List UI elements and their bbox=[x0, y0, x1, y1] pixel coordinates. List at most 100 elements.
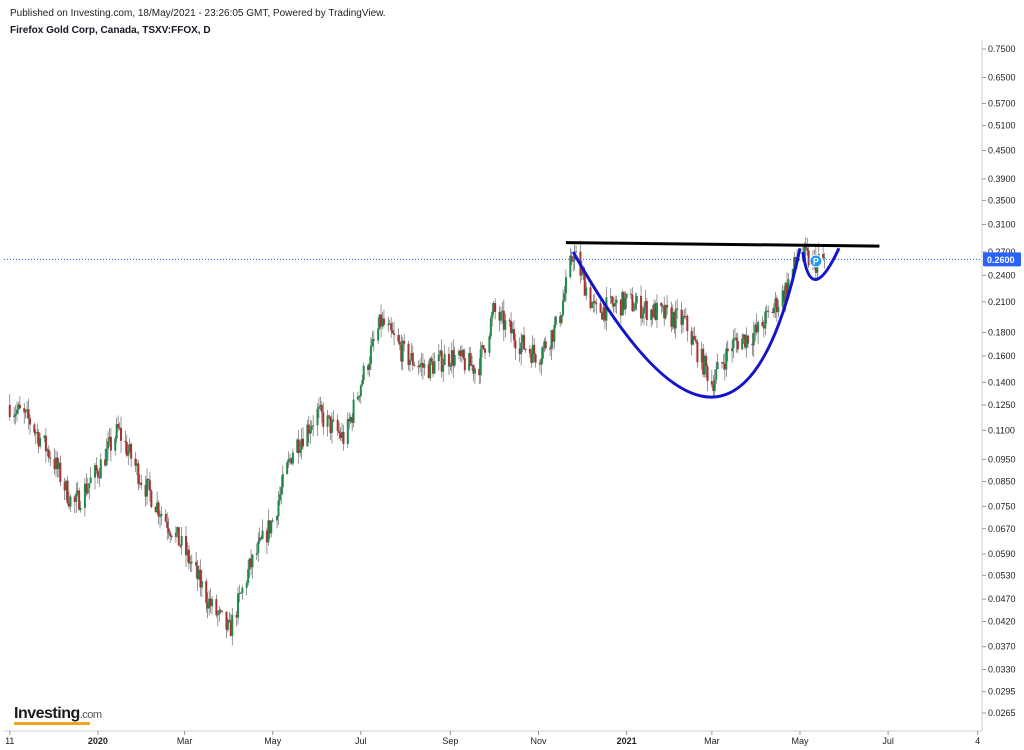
candle-body bbox=[453, 355, 456, 366]
candle-body bbox=[36, 431, 39, 433]
resistance-line bbox=[565, 241, 880, 248]
price-tick-label: 0.0950 bbox=[988, 454, 1016, 464]
candle-body bbox=[135, 463, 138, 466]
candle-body bbox=[225, 611, 228, 630]
candle-body bbox=[309, 429, 312, 434]
candle-body bbox=[745, 335, 748, 348]
publish-info: Published on Investing.com, 18/May/2021 … bbox=[10, 8, 386, 19]
candle-body bbox=[83, 483, 86, 508]
candle-body bbox=[56, 457, 59, 470]
candle-body bbox=[459, 350, 462, 356]
candle-body bbox=[144, 484, 147, 497]
price-tick-label: 0.0750 bbox=[988, 501, 1016, 511]
candle-body bbox=[268, 520, 271, 534]
price-tick-label: 0.0370 bbox=[988, 642, 1016, 652]
candle-body bbox=[551, 330, 554, 342]
candle-body bbox=[655, 302, 658, 321]
candle-body bbox=[185, 535, 188, 556]
candle-body bbox=[751, 343, 754, 346]
candle-body bbox=[86, 488, 89, 494]
candle-body bbox=[179, 545, 182, 547]
candle-body bbox=[43, 435, 46, 438]
candle-body bbox=[99, 459, 102, 479]
candle-body bbox=[716, 362, 719, 370]
candle-body bbox=[37, 431, 40, 447]
candle-body bbox=[783, 290, 786, 302]
price-tick-label: 0.5700 bbox=[988, 99, 1016, 109]
candle-body bbox=[511, 329, 514, 334]
candle-body bbox=[98, 476, 101, 479]
candle-body bbox=[397, 334, 400, 342]
candle-body bbox=[190, 561, 193, 563]
candle-body bbox=[752, 332, 755, 346]
candle-body bbox=[741, 338, 744, 350]
candle-body bbox=[498, 312, 501, 321]
candle-body bbox=[53, 458, 56, 470]
candle-body bbox=[59, 462, 62, 483]
candle-body bbox=[382, 318, 385, 325]
candle-body bbox=[124, 440, 127, 443]
candle-body bbox=[115, 424, 118, 439]
price-tick-label: 0.1600 bbox=[988, 351, 1016, 361]
candle-body bbox=[393, 333, 396, 335]
candle-body bbox=[550, 330, 553, 349]
candle-body bbox=[595, 303, 598, 305]
candle-body bbox=[312, 425, 315, 427]
candle-body bbox=[47, 449, 50, 458]
candle-body bbox=[73, 496, 76, 503]
candle-body bbox=[211, 599, 214, 607]
candle-body bbox=[380, 314, 383, 327]
candle-body bbox=[575, 251, 578, 253]
candle-body bbox=[432, 361, 435, 374]
candle-body bbox=[450, 350, 453, 366]
candle-body bbox=[640, 295, 643, 319]
candle-body bbox=[725, 348, 728, 370]
logo-underline bbox=[14, 722, 90, 725]
candle-body bbox=[651, 309, 654, 318]
candle-body bbox=[612, 303, 615, 307]
price-tick-label: 0.3900 bbox=[988, 174, 1016, 184]
candle-body bbox=[654, 303, 657, 321]
time-tick-label: 4 bbox=[975, 736, 980, 746]
candle-body bbox=[611, 296, 614, 304]
candle-body bbox=[472, 364, 475, 374]
candle-body bbox=[530, 352, 533, 363]
candle-body bbox=[666, 304, 669, 308]
candle-body bbox=[589, 287, 592, 309]
candle-body bbox=[671, 312, 674, 327]
candle-body bbox=[235, 614, 238, 618]
candle-body bbox=[189, 562, 192, 564]
candle-body bbox=[787, 279, 790, 294]
candle-body bbox=[196, 565, 199, 580]
candle-body bbox=[692, 336, 695, 345]
candle-body bbox=[199, 569, 202, 588]
candle-body bbox=[615, 299, 618, 304]
candle-body bbox=[278, 494, 281, 501]
candle-body bbox=[388, 323, 391, 325]
candle-body bbox=[231, 614, 234, 637]
candle-body bbox=[520, 342, 523, 355]
candle-body bbox=[177, 527, 180, 546]
candle-body bbox=[420, 363, 423, 365]
candle-body bbox=[76, 490, 79, 494]
candle-body bbox=[281, 473, 284, 488]
candle-body bbox=[339, 433, 342, 439]
candle-body bbox=[332, 419, 335, 421]
price-tick-label: 0.6500 bbox=[988, 72, 1016, 82]
handle-curve bbox=[801, 247, 841, 281]
candle-body bbox=[767, 310, 770, 312]
candle-body bbox=[710, 381, 713, 385]
time-tick-label: Jul bbox=[355, 736, 367, 746]
candle-body bbox=[592, 301, 595, 303]
candle-body bbox=[270, 521, 273, 534]
candle-body bbox=[726, 348, 729, 352]
candle-body bbox=[356, 396, 359, 400]
candle-body bbox=[287, 459, 290, 463]
candle-body bbox=[280, 487, 283, 495]
candle-body bbox=[641, 313, 644, 319]
candle-body bbox=[499, 311, 502, 321]
candle-body bbox=[371, 339, 374, 347]
candle-body bbox=[775, 298, 778, 313]
time-tick-label: Nov bbox=[530, 736, 547, 746]
